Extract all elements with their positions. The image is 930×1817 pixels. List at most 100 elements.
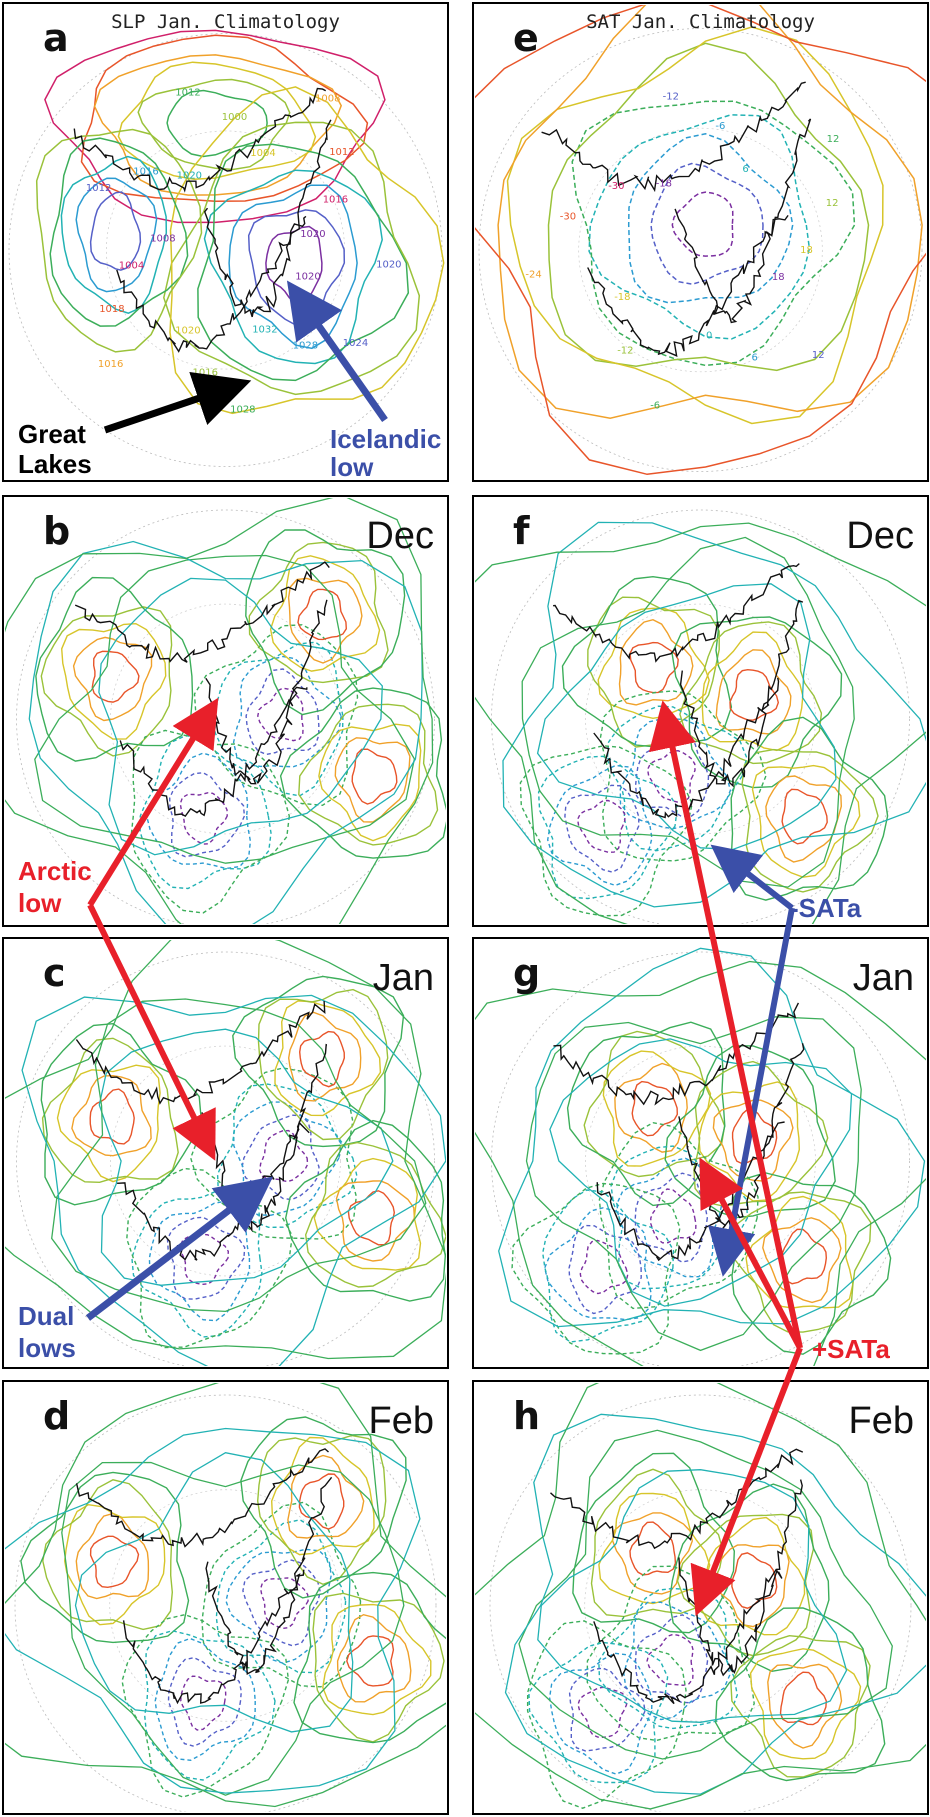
negative-anomaly-contour: [598, 1587, 739, 1730]
contour-label: 1016: [98, 359, 123, 370]
zero-contour: [502, 521, 926, 908]
positive-anomaly-contour: [598, 1492, 711, 1605]
panel-letter: f: [513, 509, 530, 553]
arctic-low-line1: Arctic: [18, 856, 92, 886]
negative-anomaly-contour: [139, 734, 272, 890]
positive-anomaly-contour: [35, 576, 194, 762]
contour-label: 1032: [252, 324, 277, 335]
polar-grid-circle: [478, 28, 923, 472]
negative-anomaly-contour: [232, 655, 342, 768]
coastline: [593, 1569, 783, 1705]
positive-anomaly-contour: [313, 1157, 422, 1271]
contour-label: 1020: [295, 272, 320, 283]
contour-label: 1028: [230, 404, 255, 415]
zero-contour: [5, 1427, 421, 1794]
polar-grid-circle: [585, 603, 816, 835]
positive-anomaly-contour: [614, 1062, 688, 1153]
positive-anomaly-contour: [40, 606, 173, 757]
contour-label: 6: [742, 164, 748, 175]
negative-anomaly-contour: [599, 690, 767, 862]
positive-anomaly-contour: [56, 1064, 161, 1183]
negative-anomaly-contour: [579, 1239, 629, 1295]
pos-sata-arrow-jan: [699, 1157, 803, 1350]
zero-contour: [74, 1452, 354, 1733]
positive-anomaly-contour: [335, 1180, 416, 1262]
negative-anomaly-contour: [577, 1686, 628, 1739]
zero-contour: [475, 1383, 926, 1810]
contour-label: 1000: [222, 112, 247, 123]
positive-anomaly-contour: [714, 1607, 886, 1782]
icelandic-low-label: Icelandic low: [330, 424, 449, 482]
dual-lows-arrow: [85, 1176, 274, 1321]
positive-anomaly-contour: [322, 1603, 432, 1716]
positive-anomaly-contour: [701, 631, 804, 752]
isobar: [169, 86, 445, 415]
negative-anomaly-contour: [189, 1067, 358, 1240]
zero-contour: [98, 577, 383, 856]
positive-anomaly-contour: [572, 1452, 736, 1634]
coastline: [679, 599, 804, 788]
positive-anomaly-contour: [346, 1635, 395, 1687]
positive-anomaly-contour: [240, 1416, 407, 1599]
negative-anomaly-contour: [180, 1675, 227, 1731]
positive-anomaly-contour: [668, 1483, 830, 1673]
negative-anomaly-contour: [242, 1559, 321, 1647]
positive-anomaly-contour: [767, 1663, 843, 1749]
positive-anomaly-contour: [40, 1022, 202, 1206]
panel-month: Feb: [369, 1400, 434, 1442]
positive-anomaly-contour: [590, 1468, 724, 1618]
positive-anomaly-contour: [629, 1521, 677, 1576]
negative-anomaly-contour: [179, 1233, 230, 1286]
pos-sata-label: +SATa: [812, 1334, 890, 1364]
negative-anomaly-contour: [548, 1652, 653, 1775]
contour-label: 12: [827, 134, 840, 145]
positive-anomaly-contour: [297, 588, 348, 641]
positive-anomaly-contour: [287, 577, 363, 664]
contour-map: [5, 1383, 446, 1812]
icelandic-low-arrow: [286, 280, 388, 423]
contour-label: 1012: [86, 183, 111, 194]
positive-anomaly-contour: [279, 687, 446, 859]
positive-anomaly-contour: [274, 1000, 382, 1117]
positive-anomaly-contour: [749, 1648, 862, 1760]
coastline: [205, 1476, 333, 1676]
negative-anomaly-contour: [225, 1548, 332, 1664]
panel-letter: a: [43, 16, 69, 60]
coastline: [73, 87, 327, 193]
negative-anomaly-contour: [537, 755, 679, 900]
positive-anomaly-contour: [71, 1074, 152, 1157]
positive-anomaly-contour: [298, 1473, 345, 1530]
isobar: [75, 177, 158, 293]
negative-anomaly-contour: [541, 1189, 675, 1343]
positive-anomaly-contour: [287, 1011, 362, 1102]
negative-anomaly-contour: [623, 1601, 731, 1721]
dual-lows-label: Dual lows: [18, 1301, 82, 1363]
negative-anomaly-contour: [201, 1501, 362, 1688]
positive-anomaly-contour: [63, 1503, 166, 1626]
positive-anomaly-contour: [312, 1592, 445, 1743]
polar-grid-circle: [110, 1045, 341, 1277]
negative-anomaly-contour: [619, 717, 732, 830]
positive-anomaly-contour: [631, 1080, 679, 1137]
isobar: [166, 89, 268, 158]
zero-contour: [98, 1028, 394, 1286]
positive-anomaly-contour: [304, 1141, 446, 1288]
panel-f: f Dec: [472, 495, 929, 927]
positive-anomaly-contour: [751, 764, 861, 878]
contour-label: 1016: [323, 194, 348, 205]
panel-letter: c: [43, 951, 66, 995]
polar-grid-circle: [16, 509, 435, 924]
arctic-low-label: Arctic low: [18, 856, 99, 918]
negative-anomaly-contour: [634, 1614, 709, 1704]
positive-anomaly-contour: [284, 1119, 446, 1302]
dual-lows-line2: lows: [18, 1333, 76, 1363]
contour-map: [475, 947, 926, 1366]
contour-label: 6: [752, 353, 758, 364]
negative-anomaly-contour: [259, 1577, 309, 1630]
positive-anomaly-contour: [89, 1088, 135, 1145]
contour-map: [475, 509, 926, 924]
contour-map: [5, 498, 446, 924]
panel-letter: d: [43, 1394, 70, 1438]
contour-label: 1020: [376, 259, 401, 270]
panel-e: 18 12 6 0 -6 -12 -18 -24 -30 -30 -18 -12 -6 6 12 12 18 e S…: [472, 2, 929, 482]
